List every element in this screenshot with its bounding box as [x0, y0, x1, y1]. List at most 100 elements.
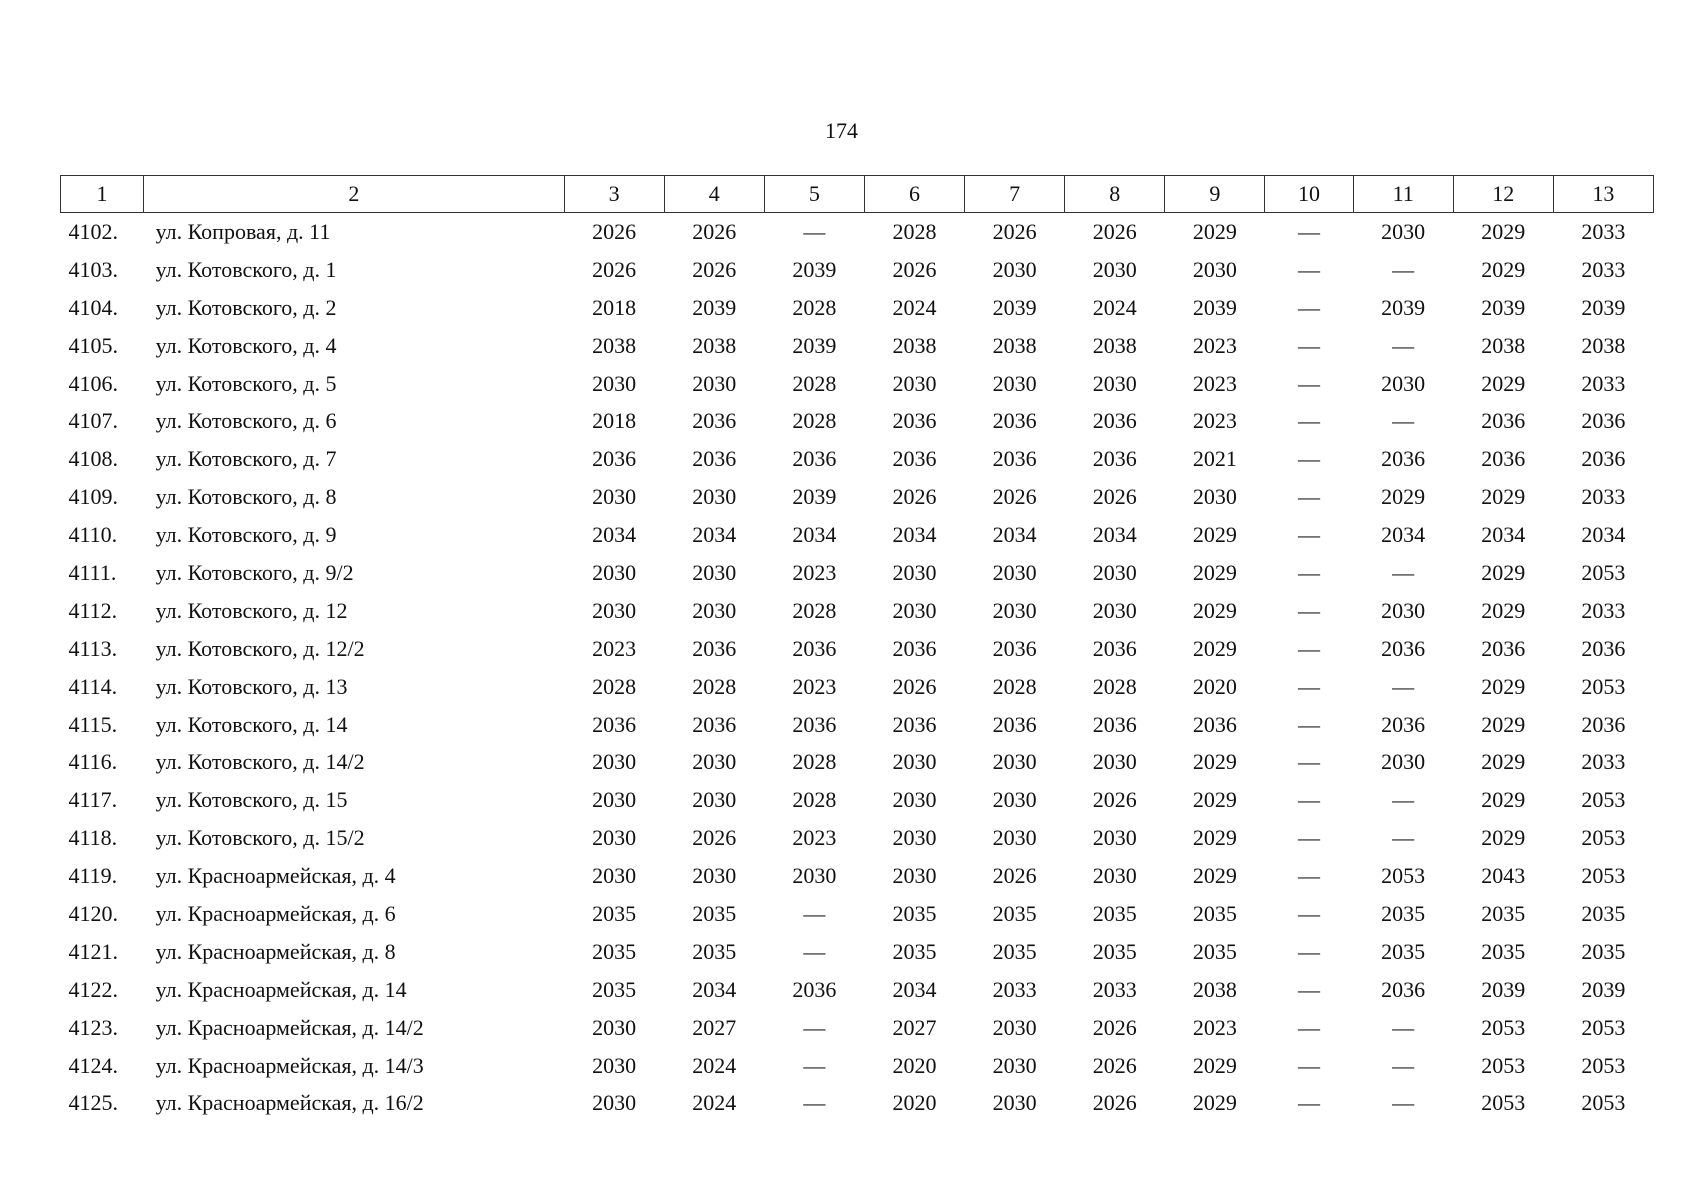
year-cell: 2030: [592, 1052, 637, 1078]
year-cell: 2035: [1381, 900, 1426, 926]
year-cell: 2030: [592, 825, 637, 851]
year-cell: 2039: [1381, 294, 1426, 320]
address-cell: ул. Котовского, д. 14/2: [155, 749, 365, 775]
year-cell: 2036: [692, 635, 737, 661]
address-cell: ул. Котовского, д. 5: [155, 370, 337, 396]
year-cell: 2028: [792, 787, 837, 813]
year-cell: 2023: [792, 825, 837, 851]
page-number: 174: [0, 118, 1701, 144]
table-row: 4105. ул. Котовского, д. 4 2038 2038 2039 203…: [61, 327, 1654, 365]
year-cell: —: [1298, 256, 1321, 282]
year-cell: —: [1298, 825, 1321, 851]
year-cell: 2038: [892, 332, 937, 358]
year-cell: 2053: [1581, 673, 1626, 699]
year-cell: —: [1298, 900, 1321, 926]
year-cell: 2024: [1092, 294, 1137, 320]
year-cell: 2030: [892, 787, 937, 813]
row-number: 4104.: [68, 294, 119, 320]
row-number: 4110.: [68, 522, 118, 548]
year-cell: 2029: [1192, 597, 1237, 623]
year-cell: 2053: [1581, 863, 1626, 889]
table-row: 4116. ул. Котовского, д. 14/2 2030 2030 2028…: [61, 743, 1654, 781]
year-cell: 2030: [992, 749, 1037, 775]
column-header-7: 7: [964, 175, 1066, 213]
year-cell: 2030: [592, 787, 637, 813]
year-cell: 2035: [892, 900, 937, 926]
year-cell: 2039: [1192, 294, 1237, 320]
year-cell: 2028: [892, 218, 937, 244]
year-cell: 2033: [1581, 218, 1626, 244]
year-cell: 2030: [592, 484, 637, 510]
column-header-4: 4: [663, 175, 765, 213]
year-cell: 2053: [1481, 1052, 1526, 1078]
year-cell: 2035: [1092, 938, 1137, 964]
year-cell: 2053: [1581, 1090, 1626, 1116]
address-cell: ул. Котовского, д. 1: [155, 256, 337, 282]
year-cell: 2036: [1481, 446, 1526, 472]
year-cell: 2034: [892, 976, 937, 1002]
year-cell: 2026: [592, 256, 637, 282]
year-cell: 2023: [1192, 408, 1237, 434]
year-cell: 2038: [1092, 332, 1137, 358]
year-cell: 2029: [1192, 787, 1237, 813]
year-cell: 2026: [892, 484, 937, 510]
year-cell: 2028: [792, 408, 837, 434]
year-cell: —: [1392, 256, 1415, 282]
column-header-6: 6: [863, 175, 966, 213]
address-cell: ул. Котовского, д. 15/2: [155, 825, 365, 851]
year-cell: 2035: [1192, 900, 1237, 926]
table-row: 4124. ул. Красноармейская, д. 14/3 2030 202…: [61, 1047, 1654, 1085]
row-number: 4112.: [68, 597, 118, 623]
year-cell: —: [1298, 522, 1321, 548]
year-cell: —: [1298, 370, 1321, 396]
year-cell: 2030: [592, 559, 637, 585]
year-cell: —: [1298, 218, 1321, 244]
year-cell: —: [1392, 1052, 1415, 1078]
year-cell: 2035: [592, 938, 637, 964]
table-row: 4112. ул. Котовского, д. 12 2030 2030 2028 20…: [61, 592, 1654, 630]
address-cell: ул. Котовского, д. 4: [155, 332, 337, 358]
row-number: 4119.: [68, 863, 118, 889]
address-cell: ул. Красноармейская, д. 4: [155, 863, 396, 889]
year-cell: 2035: [1581, 938, 1626, 964]
row-number: 4115.: [68, 711, 118, 737]
year-cell: 2030: [992, 787, 1037, 813]
year-cell: —: [1298, 1014, 1321, 1040]
year-cell: 2035: [692, 938, 737, 964]
year-cell: —: [803, 218, 826, 244]
year-cell: 2030: [1092, 825, 1137, 851]
year-cell: —: [1392, 1090, 1415, 1116]
year-cell: 2034: [692, 522, 737, 548]
address-cell: ул. Котовского, д. 13: [155, 673, 348, 699]
row-number: 4102.: [68, 218, 119, 244]
row-number: 4108.: [68, 446, 119, 472]
year-cell: 2030: [592, 597, 637, 623]
year-cell: 2030: [1092, 256, 1137, 282]
year-cell: 2029: [1481, 711, 1526, 737]
year-cell: 2029: [1192, 522, 1237, 548]
table-row: 4118. ул. Котовского, д. 15/2 2030 2026 2023…: [61, 819, 1654, 857]
year-cell: 2033: [1092, 976, 1137, 1002]
address-cell: ул. Котовского, д. 12/2: [155, 635, 365, 661]
year-cell: 2039: [1581, 294, 1626, 320]
year-cell: 2036: [992, 408, 1037, 434]
year-cell: 2026: [892, 256, 937, 282]
address-cell: ул. Котовского, д. 9: [155, 522, 337, 548]
year-cell: 2030: [1092, 559, 1137, 585]
year-cell: 2030: [592, 1014, 637, 1040]
row-number: 4103.: [68, 256, 119, 282]
year-cell: 2026: [692, 256, 737, 282]
year-cell: 2036: [692, 408, 737, 434]
column-header-13: 13: [1552, 175, 1655, 213]
column-header-2: 2: [143, 175, 565, 213]
year-cell: 2053: [1581, 559, 1626, 585]
row-number: 4124.: [68, 1052, 119, 1078]
column-header-9: 9: [1164, 175, 1266, 213]
year-cell: 2036: [692, 711, 737, 737]
year-cell: 2039: [1481, 976, 1526, 1002]
row-number: 4113.: [68, 635, 118, 661]
year-cell: 2030: [992, 559, 1037, 585]
table-row: 4109. ул. Котовского, д. 8 2030 2030 2039 202…: [61, 478, 1654, 516]
year-cell: 2033: [1581, 370, 1626, 396]
year-cell: 2029: [1481, 218, 1526, 244]
